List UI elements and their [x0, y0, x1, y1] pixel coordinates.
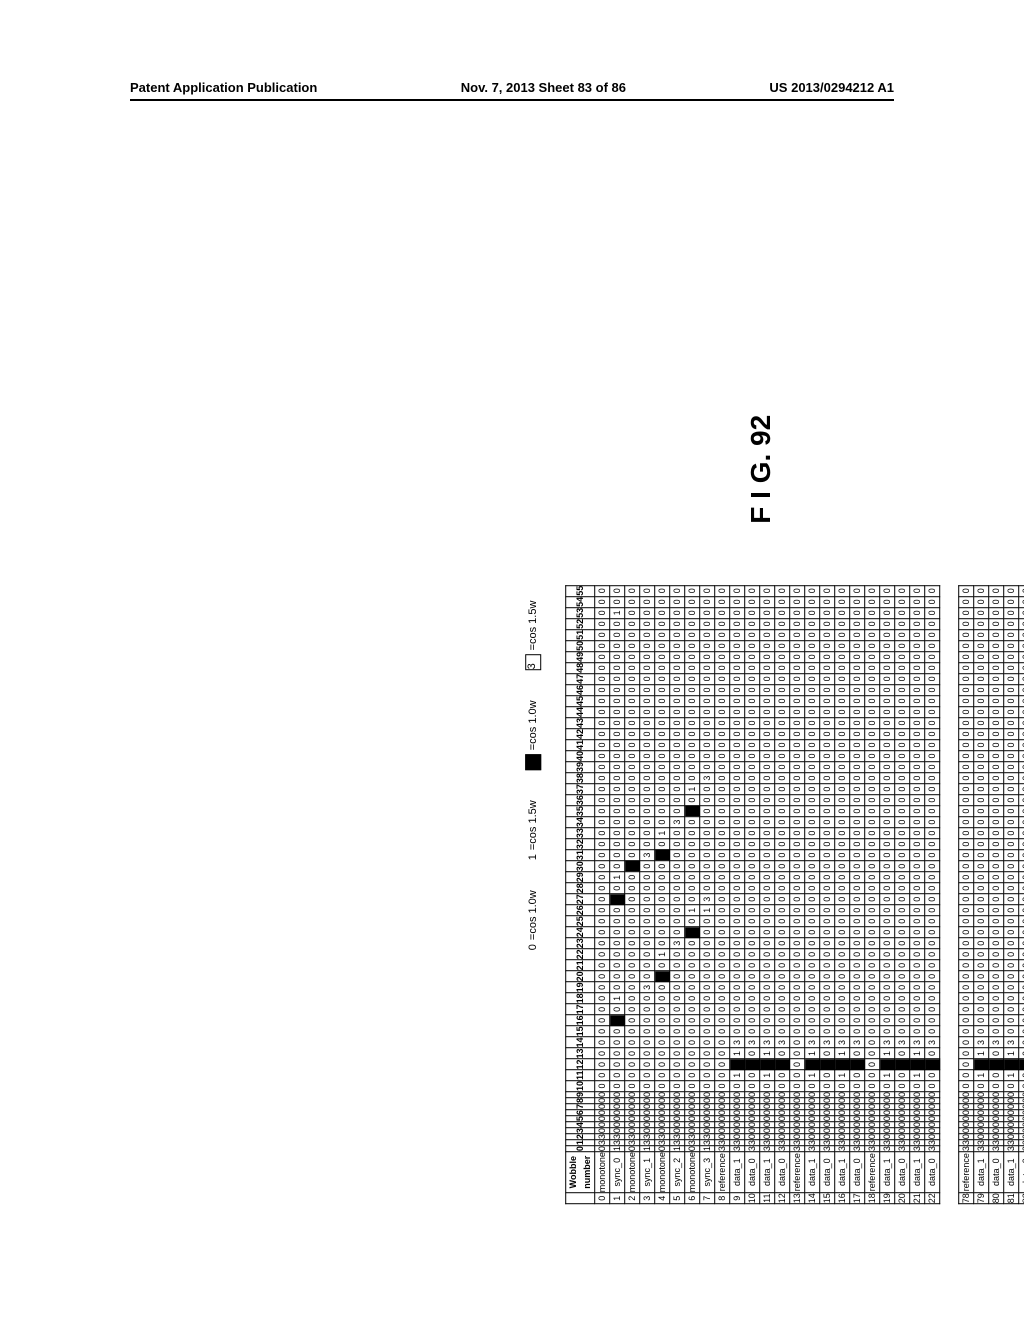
- legend-1box: 3 =cos 1.5w: [525, 601, 541, 671]
- legend-text-0: =cos 1.0w: [527, 890, 539, 940]
- figure-label: F I G. 92: [745, 415, 777, 524]
- legend-0: 0 =cos 1.0w: [525, 890, 541, 950]
- header-left: Patent Application Publication: [130, 80, 317, 95]
- legend-blackbox-icon: [525, 754, 541, 770]
- header-center: Nov. 7, 2013 Sheet 83 of 86: [461, 80, 626, 95]
- legend-sym-1: 1: [527, 854, 539, 860]
- figure-92: 0 =cos 1.0w 1 =cos 1.5w =cos 1.0w 3 =cos…: [565, 585, 1024, 1204]
- page-header: Patent Application Publication Nov. 7, 2…: [130, 80, 894, 101]
- legend-3box: =cos 1.0w: [525, 700, 541, 770]
- legend-text-1box: =cos 1.5w: [527, 601, 539, 651]
- legend-1: 1 =cos 1.5w: [525, 800, 541, 860]
- wobble-table: Wobble number012345678910111213141516171…: [565, 585, 1024, 1204]
- legend: 0 =cos 1.0w 1 =cos 1.5w =cos 1.0w 3 =cos…: [525, 601, 541, 951]
- legend-text-3box: =cos 1.0w: [527, 700, 539, 750]
- legend-outlinebox-icon: 3: [525, 654, 541, 670]
- header-right: US 2013/0294212 A1: [769, 80, 894, 95]
- legend-text-1: =cos 1.5w: [527, 800, 539, 850]
- legend-sym-0: 0: [527, 944, 539, 950]
